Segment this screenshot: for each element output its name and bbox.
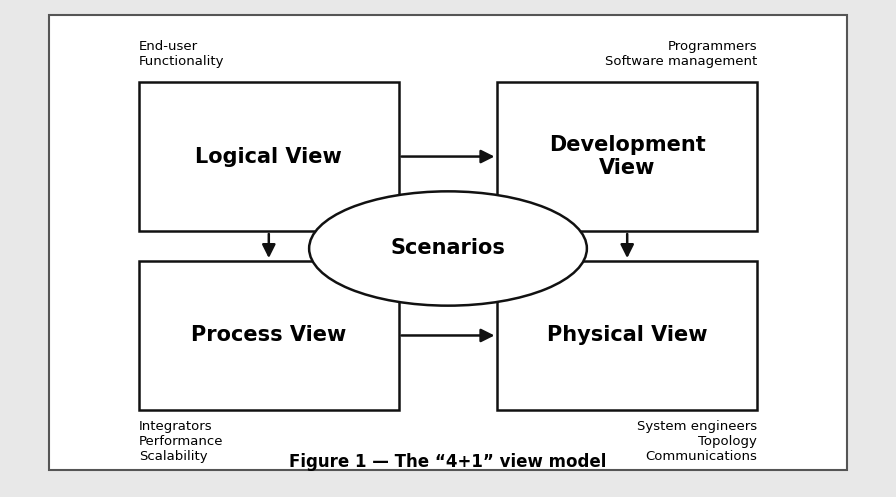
Text: Figure 1 — The “4+1” view model: Figure 1 — The “4+1” view model bbox=[289, 453, 607, 471]
Text: Programmers
Software management: Programmers Software management bbox=[605, 40, 757, 68]
Text: Physical View: Physical View bbox=[547, 326, 708, 345]
Text: End-user
Functionality: End-user Functionality bbox=[139, 40, 224, 68]
Text: Integrators
Performance
Scalability: Integrators Performance Scalability bbox=[139, 420, 223, 463]
Text: Development
View: Development View bbox=[549, 135, 705, 178]
Ellipse shape bbox=[309, 191, 587, 306]
Text: Process View: Process View bbox=[191, 326, 347, 345]
Text: Logical View: Logical View bbox=[195, 147, 342, 166]
Bar bbox=[497, 261, 757, 410]
Bar bbox=[497, 82, 757, 231]
Text: System engineers
Topology
Communications: System engineers Topology Communications bbox=[637, 420, 757, 463]
Bar bbox=[139, 82, 399, 231]
Bar bbox=[49, 15, 847, 470]
Bar bbox=[139, 261, 399, 410]
Text: Scenarios: Scenarios bbox=[391, 239, 505, 258]
